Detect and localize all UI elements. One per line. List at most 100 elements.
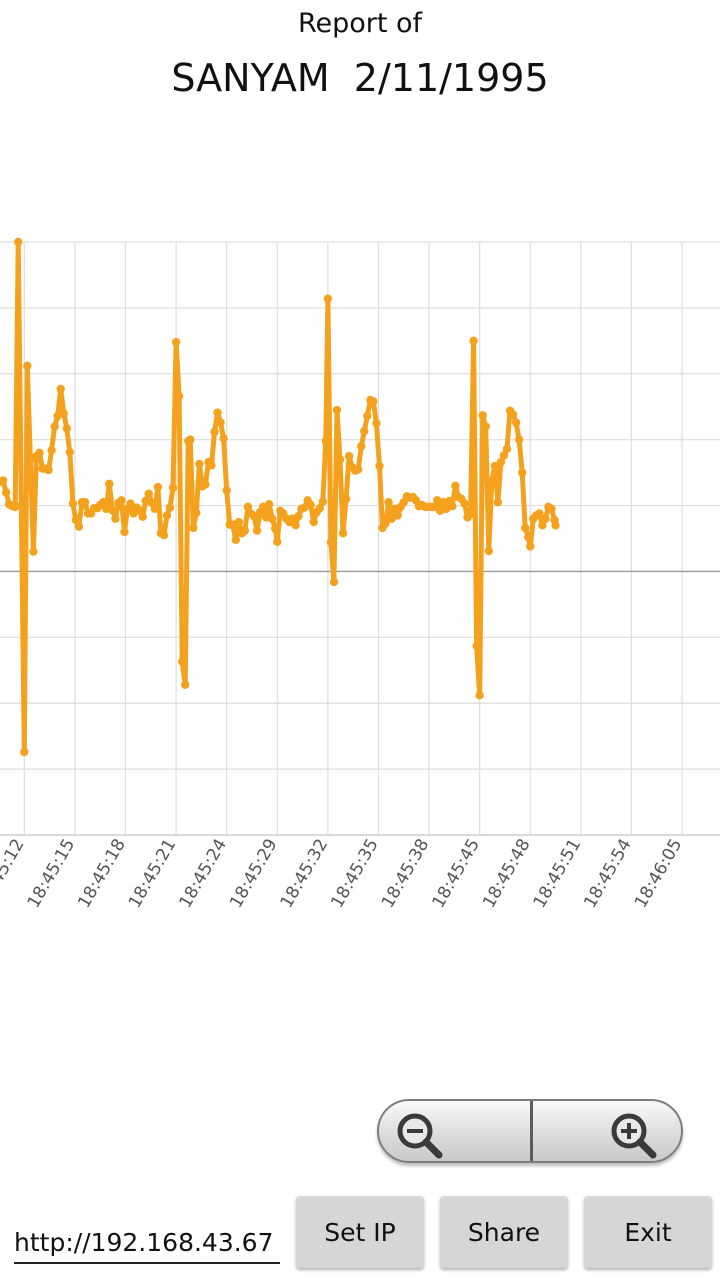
data-point <box>481 422 490 431</box>
data-point <box>526 542 535 551</box>
zoom-in-icon <box>611 1113 657 1159</box>
data-point <box>59 409 68 418</box>
data-point <box>99 498 108 507</box>
data-point <box>44 465 53 475</box>
data-point <box>240 526 250 535</box>
data-point <box>50 422 59 431</box>
data-point <box>499 451 509 460</box>
data-point <box>210 427 219 436</box>
ecg-line-chart[interactable]: 18:45:1218:45:1518:45:1818:45:2118:45:24… <box>0 230 720 930</box>
data-point <box>344 451 354 461</box>
x-tick-label: 18:46:05 <box>631 836 687 912</box>
data-point <box>219 434 228 443</box>
data-point <box>321 436 331 446</box>
data-point <box>478 411 487 420</box>
data-point <box>535 509 544 518</box>
x-tick-label: 18:45:24 <box>176 836 232 912</box>
x-tick-label: 18:45:21 <box>125 836 181 912</box>
x-tick-label: 18:45:35 <box>327 836 383 912</box>
data-point <box>384 498 393 507</box>
data-point <box>249 511 259 521</box>
report-of-label: Report of <box>297 8 423 39</box>
zoom-in-button[interactable] <box>533 1101 681 1161</box>
data-point <box>393 511 402 520</box>
data-point <box>189 523 198 533</box>
data-point <box>475 691 484 700</box>
data-point <box>0 476 8 485</box>
x-tick-label: 18:45:18 <box>74 836 130 912</box>
data-point <box>502 444 512 454</box>
data-point <box>472 641 481 651</box>
zoom-out-button[interactable] <box>379 1101 529 1161</box>
data-point <box>511 418 521 427</box>
data-point <box>521 523 530 533</box>
set-ip-button[interactable]: Set IP <box>296 1196 424 1268</box>
data-point <box>80 498 90 507</box>
data-point <box>17 501 26 510</box>
data-point <box>213 408 222 417</box>
data-point <box>493 498 503 507</box>
data-point <box>231 535 240 545</box>
data-point <box>159 531 169 540</box>
data-point <box>375 461 384 471</box>
x-tick-label: 18:45:32 <box>277 836 333 912</box>
data-point <box>120 527 129 537</box>
data-point <box>207 461 216 470</box>
zoom-out-icon <box>397 1113 443 1159</box>
data-point <box>318 497 328 506</box>
data-point <box>20 747 29 757</box>
data-point <box>14 237 23 247</box>
ip-url-input[interactable] <box>14 1222 280 1264</box>
data-point <box>291 521 300 530</box>
zoom-divider <box>530 1101 533 1161</box>
data-point <box>429 502 439 512</box>
data-point <box>309 517 318 527</box>
data-point <box>65 447 75 457</box>
zoom-control <box>377 1099 683 1163</box>
data-point <box>354 465 363 474</box>
data-point <box>216 418 225 427</box>
x-tick-label: 18:45:38 <box>378 836 434 912</box>
data-point <box>547 504 556 514</box>
data-point <box>508 410 518 419</box>
data-point <box>174 391 184 401</box>
data-point <box>162 511 172 520</box>
data-point <box>1 488 11 497</box>
data-point <box>294 511 303 521</box>
data-point <box>35 448 44 458</box>
data-point <box>153 482 163 492</box>
data-point <box>360 426 369 436</box>
x-tick-label: 18:45:15 <box>24 836 80 912</box>
data-point <box>62 424 71 433</box>
data-point <box>517 468 527 477</box>
data-point <box>74 522 84 531</box>
share-button[interactable]: Share <box>440 1196 568 1268</box>
data-point <box>448 502 457 511</box>
data-point <box>201 480 210 489</box>
data-point <box>541 514 550 523</box>
data-point <box>138 512 147 521</box>
data-point <box>105 479 114 489</box>
data-point <box>150 504 160 514</box>
data-point <box>264 500 274 509</box>
data-point <box>369 397 378 406</box>
data-point <box>323 294 333 303</box>
data-point <box>56 384 65 394</box>
data-point <box>487 476 497 485</box>
data-point <box>273 537 282 546</box>
data-point <box>381 519 390 528</box>
data-point <box>469 336 478 346</box>
exit-button[interactable]: Exit <box>584 1196 712 1268</box>
data-point <box>180 680 190 689</box>
data-point <box>496 457 506 467</box>
data-point <box>306 500 315 510</box>
data-point <box>329 577 339 587</box>
data-point <box>514 435 524 444</box>
data-point <box>524 532 533 542</box>
data-point <box>144 489 153 498</box>
data-point <box>68 499 78 508</box>
x-tick-label: 18:45:51 <box>530 836 586 912</box>
data-point <box>551 521 560 530</box>
data-point <box>315 503 324 513</box>
data-point <box>108 505 117 515</box>
